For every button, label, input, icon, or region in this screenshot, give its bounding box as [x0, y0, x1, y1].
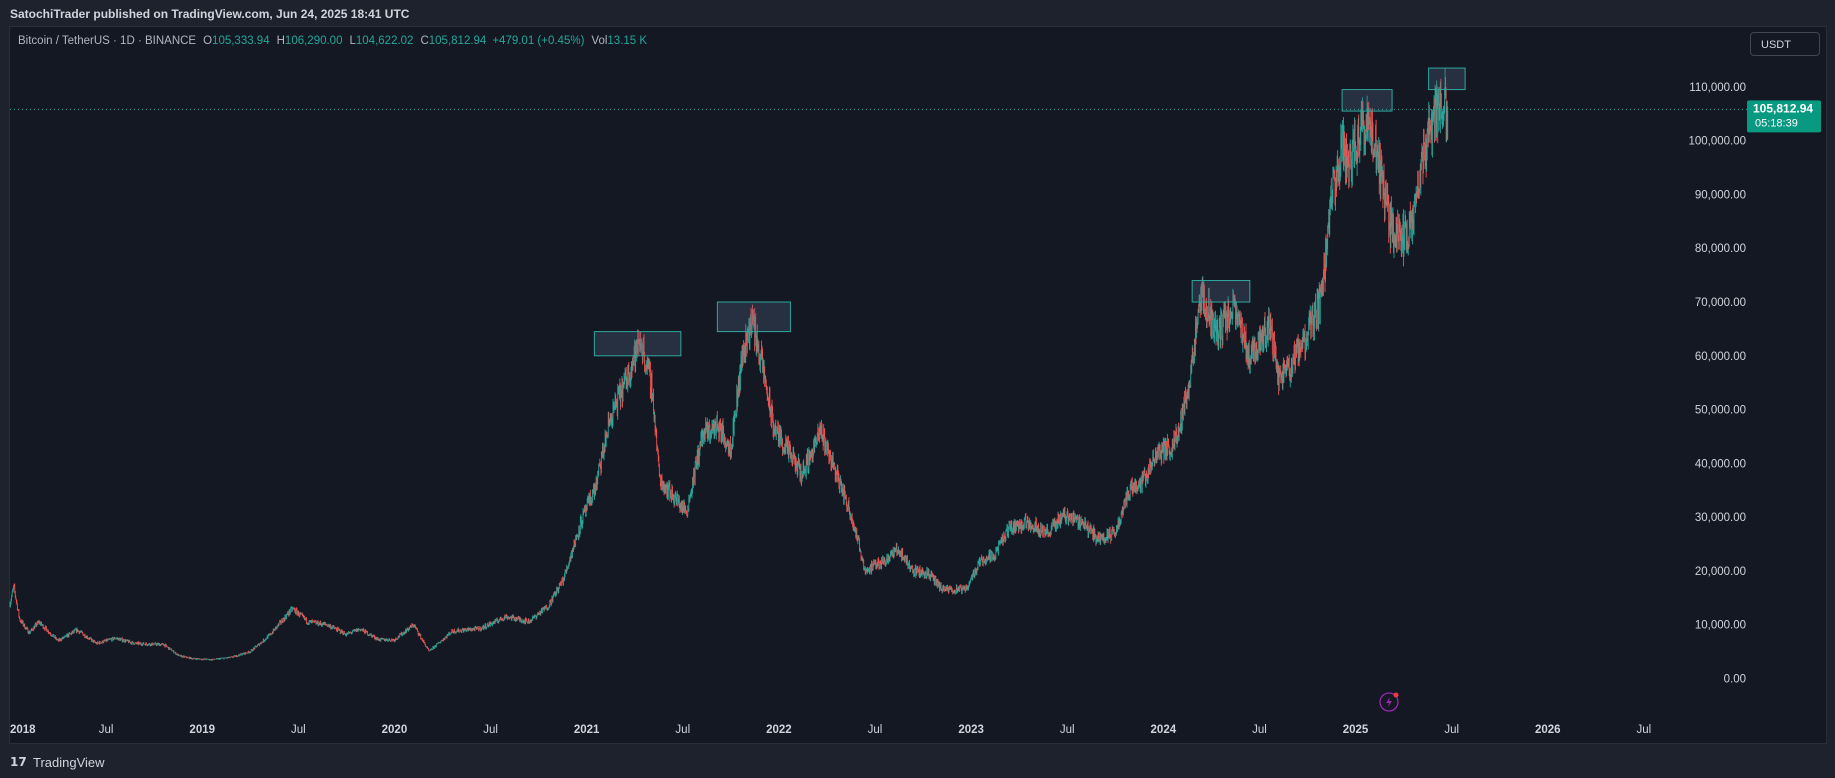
price-axis-tick: 30,000.00: [1695, 512, 1746, 524]
time-axis-tick: Jul: [1060, 724, 1075, 736]
publisher-header: SatochiTrader published on TradingView.c…: [0, 0, 1835, 26]
time-axis-tick: 2019: [189, 724, 215, 736]
time-axis-tick: 2026: [1535, 724, 1561, 736]
symbol-name[interactable]: Bitcoin / TetherUS · 1D · BINANCE: [18, 35, 197, 47]
time-axis-tick: 2025: [1343, 724, 1369, 736]
price-axis-tick: 80,000.00: [1695, 243, 1746, 255]
tradingview-logo-icon[interactable]: 𝟭𝟳: [10, 755, 27, 769]
high-value: 106,290.00: [284, 35, 343, 47]
time-axis-tick: Jul: [483, 724, 498, 736]
price-axis-tick: 90,000.00: [1695, 189, 1746, 201]
highlight-box[interactable]: [716, 301, 791, 333]
time-axis-tick: 2020: [382, 724, 408, 736]
price-axis-tick: 20,000.00: [1695, 566, 1746, 578]
candles-layer: [9, 67, 1449, 661]
chart-frame: [9, 26, 1827, 744]
highlight-box[interactable]: [1191, 280, 1251, 303]
highlight-box[interactable]: [593, 331, 682, 357]
time-axis-tick: Jul: [868, 724, 883, 736]
price-axis-tick: 40,000.00: [1695, 458, 1746, 470]
annotation-boxes: [593, 67, 1466, 357]
highlight-box[interactable]: [1428, 67, 1466, 91]
price-tag: 105,812.94 05:18:39: [1747, 100, 1821, 133]
time-axis-tick: 2018: [10, 724, 36, 736]
time-axis-tick: Jul: [1444, 724, 1459, 736]
price-axis-tick: 70,000.00: [1695, 297, 1746, 309]
price-axis-tick: 60,000.00: [1695, 351, 1746, 363]
time-axis-tick: Jul: [291, 724, 306, 736]
time-axis-tick: 2023: [958, 724, 984, 736]
close-value: 105,812.94: [428, 35, 487, 47]
volume-label: Vol: [591, 35, 608, 47]
high-label: H: [276, 35, 285, 47]
time-axis-tick: 2024: [1151, 724, 1177, 736]
highlight-box[interactable]: [1341, 89, 1393, 112]
open-value: 105,333.94: [212, 35, 270, 47]
price-axis-tick: 110,000.00: [1689, 82, 1746, 94]
price-tag-countdown: 05:18:39: [1755, 117, 1798, 129]
time-axis[interactable]: 2018 Jul 2019 Jul 2020 Jul 2021 Jul 2022 Jul 2023 J…: [10, 724, 1651, 736]
close-label: C: [420, 35, 429, 47]
price-tag-value: 105,812.94: [1753, 101, 1813, 115]
price-axis-tick: 100,000.00: [1688, 136, 1746, 148]
price-axis[interactable]: 0.00 10,000.00 20,000.00 30,000.00 40,000.00…: [1688, 82, 1746, 686]
low-value: 104,622.02: [355, 35, 414, 47]
lightning-icon[interactable]: [1379, 692, 1399, 712]
low-label: L: [349, 35, 356, 47]
price-axis-tick: 0.00: [1724, 673, 1746, 685]
symbol-legend: Bitcoin / TetherUS · 1D · BINANCE O105,33…: [18, 35, 647, 47]
publisher-line: SatochiTrader published on TradingView.c…: [10, 7, 410, 21]
time-axis-tick: 2022: [766, 724, 792, 736]
time-axis-tick: Jul: [1252, 724, 1267, 736]
time-axis-tick: Jul: [675, 724, 690, 736]
footer-bar: 𝟭𝟳 TradingView: [0, 746, 1835, 778]
change-value: +479.01 (+0.45%): [492, 35, 585, 47]
time-axis-tick: Jul: [99, 724, 114, 736]
price-axis-tick: 50,000.00: [1695, 405, 1746, 417]
currency-button[interactable]: USDT: [1750, 32, 1820, 56]
price-axis-tick: 10,000.00: [1695, 620, 1746, 632]
footer-brand[interactable]: TradingView: [33, 755, 105, 770]
time-axis-tick: 2021: [574, 724, 600, 736]
open-label: O: [203, 35, 213, 47]
time-axis-tick: Jul: [1637, 724, 1652, 736]
volume-value: 13.15 K: [607, 35, 648, 47]
